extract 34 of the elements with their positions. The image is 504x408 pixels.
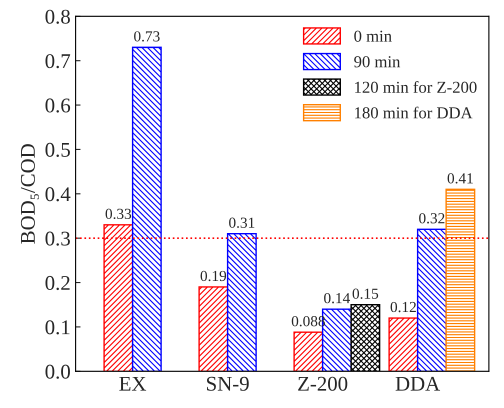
x-tick-label: Z-200 xyxy=(298,376,348,391)
x-tick-label: SN-9 xyxy=(207,376,249,391)
bar xyxy=(132,46,162,372)
y-tick-label: 0.5 xyxy=(45,142,70,157)
data-label: 0.32 xyxy=(419,213,444,224)
y-axis-title: BOD₅/COD xyxy=(20,144,39,244)
data-label: 0.19 xyxy=(200,270,226,282)
y-tick-label: 0.1 xyxy=(45,320,70,334)
bar xyxy=(226,233,257,372)
y-tick-label: 0.4 xyxy=(45,187,70,202)
data-label: 0.73 xyxy=(134,31,160,42)
data-label: 0.14 xyxy=(324,292,350,304)
legend-label: 0 min xyxy=(354,30,392,42)
y-tick-label: 0.3 xyxy=(45,232,70,246)
y-tick-label: 0.6 xyxy=(45,98,70,113)
bar xyxy=(293,332,324,372)
data-label: 0.33 xyxy=(106,208,132,220)
bar xyxy=(416,228,447,372)
data-label: 0.12 xyxy=(390,302,416,312)
y-tick-label: 0.8 xyxy=(45,10,70,24)
x-tick-label: EX xyxy=(119,376,146,391)
legend-label: 180 min for DDA xyxy=(355,106,472,118)
bar xyxy=(445,188,476,372)
legend-label: 120 min for Z-200 xyxy=(355,81,477,93)
x-tick-label: DDA xyxy=(396,376,440,391)
data-label: 0.41 xyxy=(448,173,473,184)
y-tick-label: 0.7 xyxy=(45,54,70,68)
y-tick-label: 0.2 xyxy=(45,276,70,290)
bar xyxy=(388,317,418,372)
data-label: 0.31 xyxy=(229,218,254,228)
data-label: 0.15 xyxy=(352,288,378,299)
bar xyxy=(198,286,228,372)
y-tick-label: 0.0 xyxy=(45,364,70,379)
legend-label: 90 min xyxy=(354,56,400,68)
